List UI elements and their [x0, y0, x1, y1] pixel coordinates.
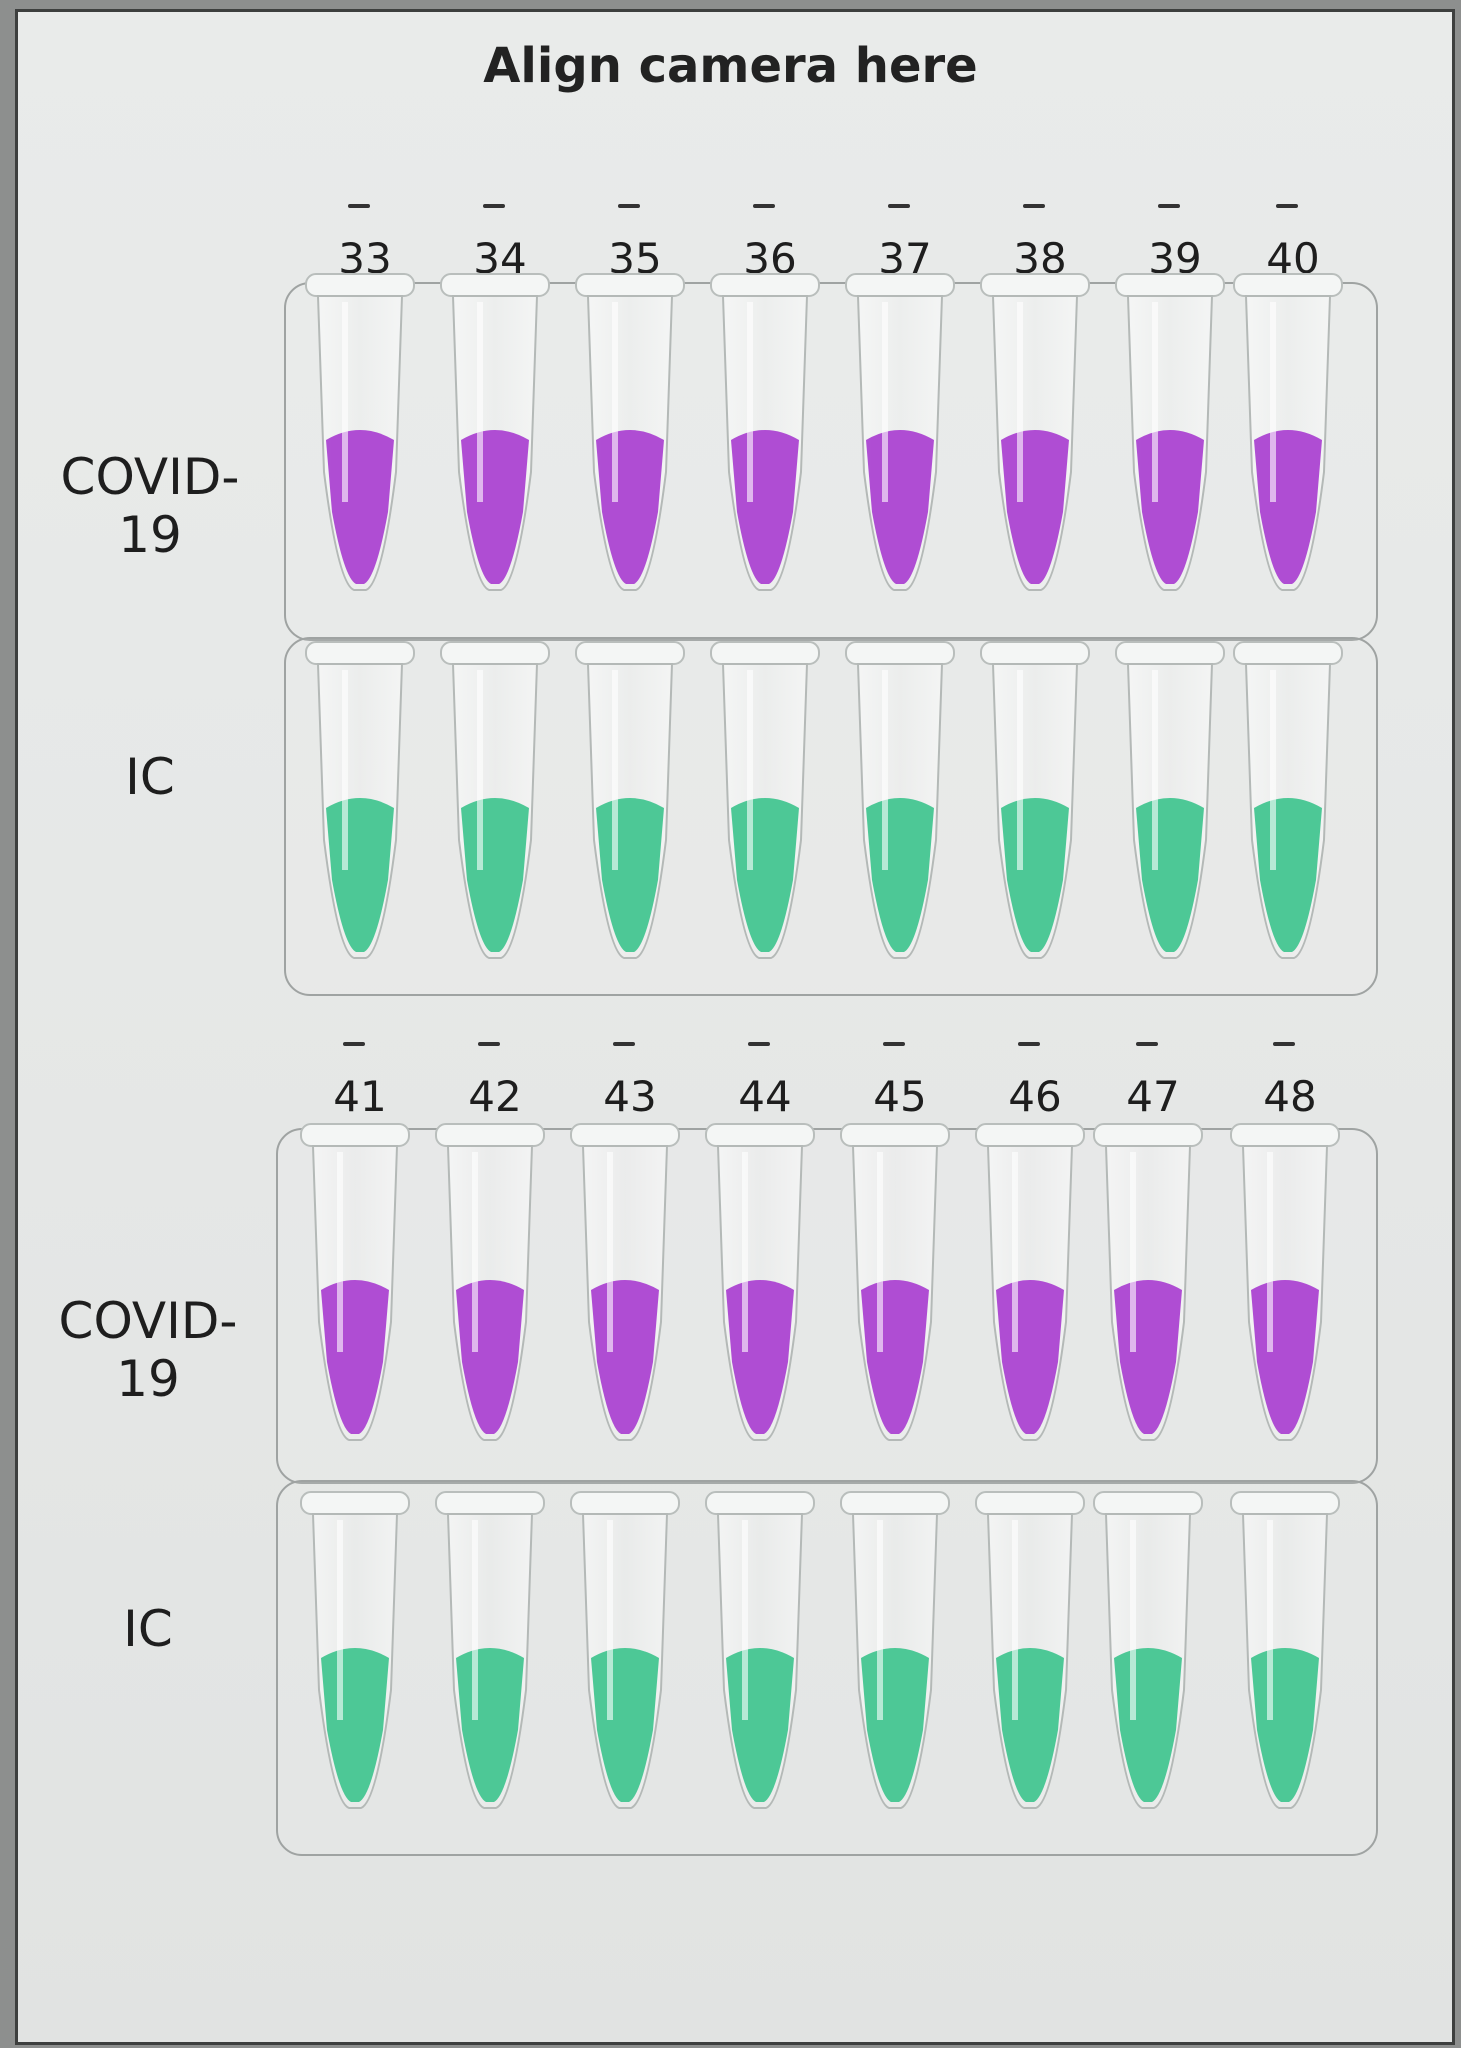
tube-mark-dash: [343, 1042, 365, 1046]
purple-tube: [840, 1123, 950, 1441]
tube-mark-dash: [1136, 1042, 1158, 1046]
purple-tube: [705, 1123, 815, 1441]
green-tube: [975, 1491, 1085, 1809]
tube-mark-dash: [1276, 204, 1298, 208]
green-tube: [845, 641, 955, 959]
green-tube: [1093, 1491, 1203, 1809]
tube-mark-dash: [478, 1042, 500, 1046]
tube-number: 47: [1126, 1072, 1180, 1121]
tube-number: 43: [603, 1072, 657, 1121]
green-tube: [1115, 641, 1225, 959]
alignment-heading: Align camera here: [483, 38, 978, 94]
tube-mark-dash: [748, 1042, 770, 1046]
green-tube: [440, 641, 550, 959]
green-tube: [840, 1491, 950, 1809]
purple-tube: [570, 1123, 680, 1441]
row-label-covid: COVID-19: [60, 448, 240, 564]
purple-tube: [1115, 273, 1225, 591]
purple-tube: [575, 273, 685, 591]
tube-mark-dash: [883, 1042, 905, 1046]
green-tube: [435, 1491, 545, 1809]
tube-number: 46: [1008, 1072, 1062, 1121]
row-label-ic: IC: [125, 748, 175, 806]
tube-number: 44: [738, 1072, 792, 1121]
tube-mark-dash: [483, 204, 505, 208]
green-tube: [705, 1491, 815, 1809]
green-tube: [1233, 641, 1343, 959]
green-tube: [710, 641, 820, 959]
tube-number: 42: [468, 1072, 522, 1121]
purple-tube: [980, 273, 1090, 591]
purple-tube: [1233, 273, 1343, 591]
purple-tube: [305, 273, 415, 591]
purple-tube: [435, 1123, 545, 1441]
purple-tube: [300, 1123, 410, 1441]
tube-mark-dash: [753, 204, 775, 208]
tube-mark-dash: [1023, 204, 1045, 208]
purple-tube: [1230, 1123, 1340, 1441]
green-tube: [570, 1491, 680, 1809]
row-label-ic: IC: [123, 1600, 173, 1658]
green-tube: [305, 641, 415, 959]
tube-mark-dash: [888, 204, 910, 208]
purple-tube: [440, 273, 550, 591]
tube-mark-dash: [1158, 204, 1180, 208]
purple-tube: [845, 273, 955, 591]
tube-number: 41: [333, 1072, 387, 1121]
green-tube: [300, 1491, 410, 1809]
row-label-covid: COVID-19: [58, 1292, 238, 1408]
tube-mark-dash: [1018, 1042, 1040, 1046]
green-tube: [1230, 1491, 1340, 1809]
purple-tube: [710, 273, 820, 591]
green-tube: [575, 641, 685, 959]
purple-tube: [1093, 1123, 1203, 1441]
purple-tube: [975, 1123, 1085, 1441]
tube-number: 45: [873, 1072, 927, 1121]
green-tube: [980, 641, 1090, 959]
tube-mark-dash: [1273, 1042, 1295, 1046]
tube-mark-dash: [348, 204, 370, 208]
tube-number: 48: [1263, 1072, 1317, 1121]
tube-mark-dash: [618, 204, 640, 208]
tube-mark-dash: [613, 1042, 635, 1046]
